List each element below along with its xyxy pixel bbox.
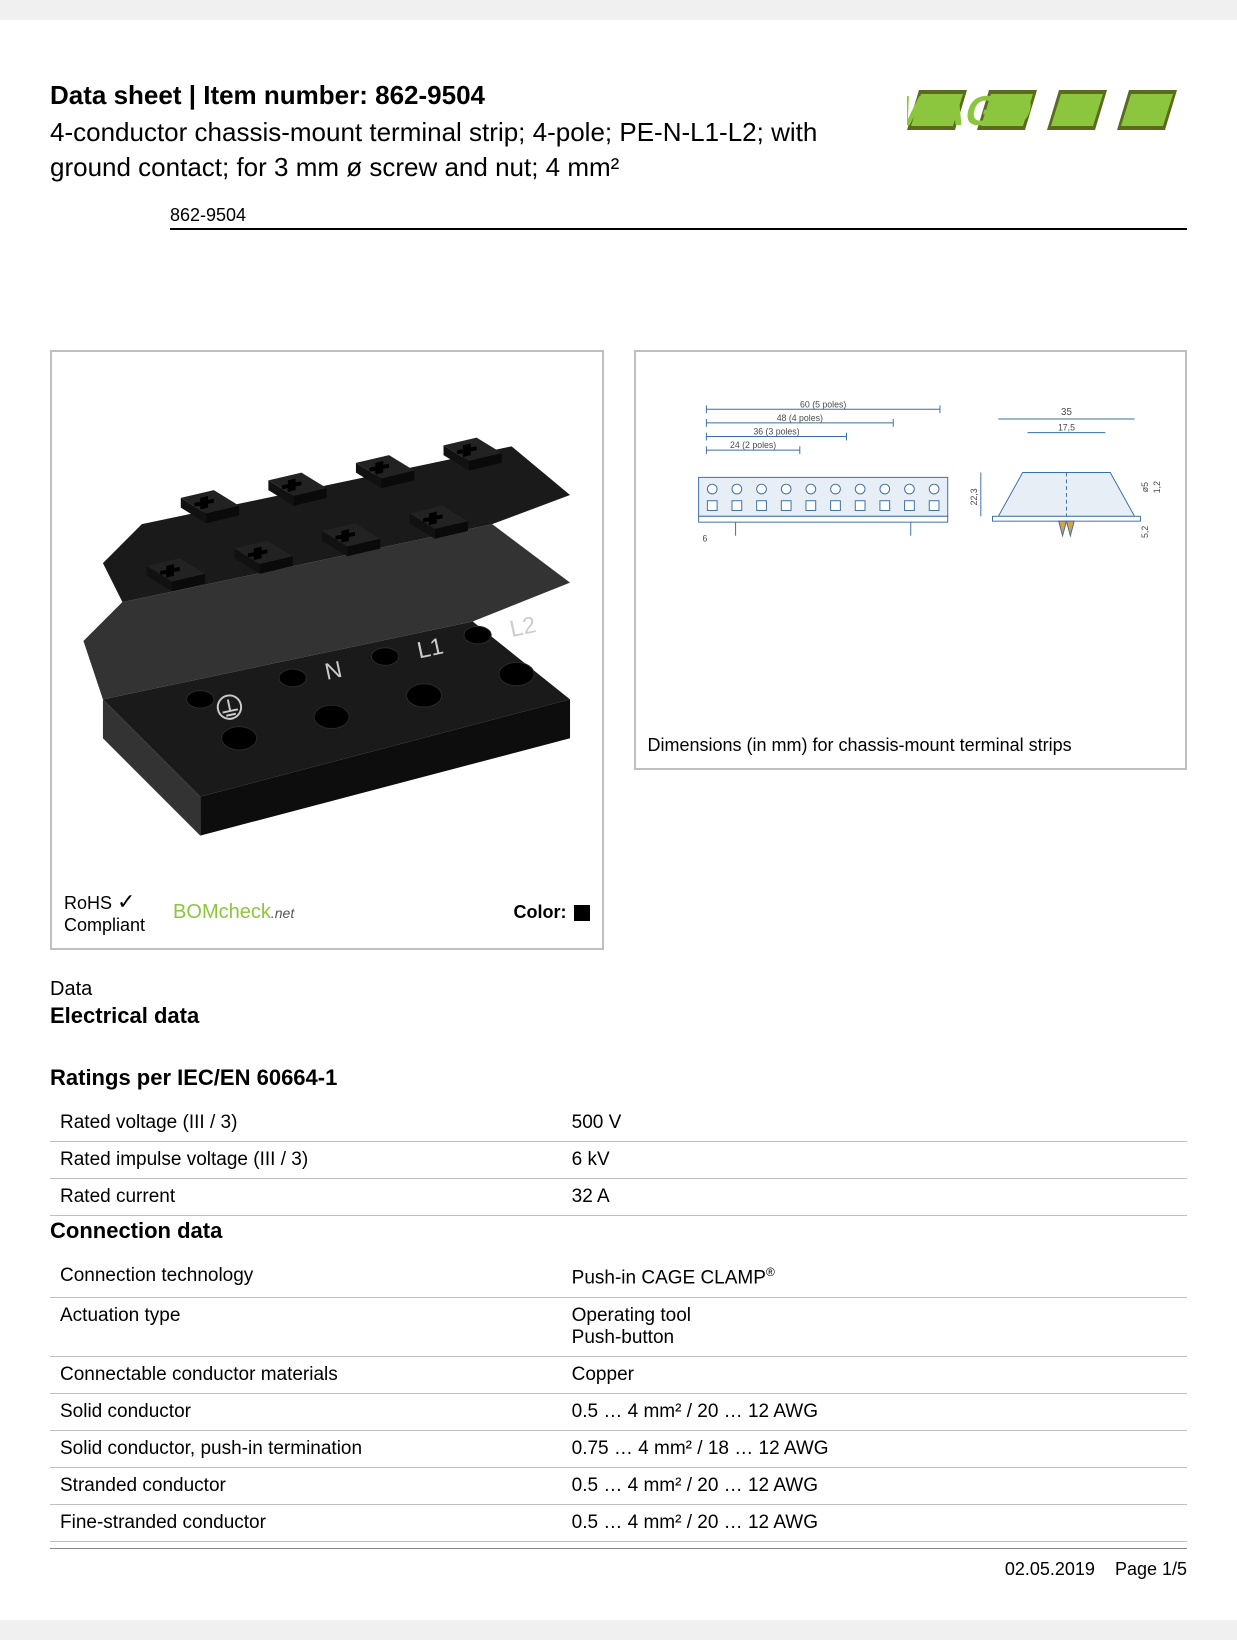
table-row: Connectable conductor materials Copper (50, 1356, 1187, 1393)
table-row: Actuation type Operating toolPush-button (50, 1297, 1187, 1356)
rohs-compliant-text: Compliant (64, 915, 145, 936)
bomcheck-logo: BOMcheck.net (173, 901, 294, 924)
wago-logo: WAGO (907, 80, 1187, 140)
section-title: Connection data (50, 1218, 1187, 1244)
svg-text:36 (3 poles): 36 (3 poles) (753, 427, 799, 437)
bomcheck-text: BOMcheck (173, 901, 271, 923)
row-label: Fine-stranded conductor (50, 1504, 562, 1541)
page-footer: 02.05.2019 Page 1/5 (50, 1548, 1187, 1580)
part-number-pill: 862-9504 (170, 205, 1187, 230)
table-row: Rated current 32 A (50, 1179, 1187, 1216)
data-label: Data (50, 978, 1187, 1001)
table-row: Connection technology Push-in CAGE CLAMP… (50, 1258, 1187, 1297)
row-value: 500 V (562, 1105, 1187, 1142)
rohs-compliant-badge: RoHS ✓ Compliant BOMcheck.net (64, 889, 294, 936)
svg-text:5,2: 5,2 (1140, 526, 1150, 538)
svg-text:6: 6 (702, 534, 707, 544)
svg-text:L1: L1 (415, 633, 446, 664)
row-label: Solid conductor (50, 1393, 562, 1430)
row-label: Rated current (50, 1179, 562, 1216)
row-label: Stranded conductor (50, 1467, 562, 1504)
bomcheck-suffix: .net (271, 905, 294, 921)
table-row: Stranded conductor 0.5 … 4 mm² / 20 … 12… (50, 1467, 1187, 1504)
row-label: Actuation type (50, 1297, 562, 1356)
svg-text:24 (2 poles): 24 (2 poles) (729, 440, 775, 450)
dimension-caption: Dimensions (in mm) for chassis-mount ter… (648, 735, 1174, 756)
row-label: Rated voltage (III / 3) (50, 1105, 562, 1142)
row-value: 0.75 … 4 mm² / 18 … 12 AWG (562, 1430, 1187, 1467)
row-label: Solid conductor, push-in termination (50, 1430, 562, 1467)
svg-text:60 (5 poles): 60 (5 poles) (800, 400, 846, 410)
header: Data sheet | Item number: 862-9504 4-con… (50, 80, 1187, 185)
svg-text:17,5: 17,5 (1057, 423, 1074, 433)
svg-text:ø5: ø5 (1140, 482, 1150, 492)
dimension-drawing: 60 (5 poles) 48 (4 poles) 36 (3 poles) 24 (… (648, 364, 1174, 727)
table-row: Rated impulse voltage (III / 3) 6 kV (50, 1142, 1187, 1179)
table-row: Fine-stranded conductor 0.5 … 4 mm² / 20… (50, 1504, 1187, 1541)
product-figure: NL1L2 RoHS ✓ Compliant BOMcheck.net Colo… (50, 350, 604, 950)
footer-date: 02.05.2019 (1005, 1559, 1095, 1579)
product-illustration: NL1L2 (64, 364, 590, 879)
row-label: Connection technology (50, 1258, 562, 1297)
section-title: Electrical data (50, 1003, 1187, 1029)
row-value: Copper (562, 1356, 1187, 1393)
svg-text:1,2: 1,2 (1151, 481, 1161, 493)
check-icon: ✓ (117, 889, 135, 914)
footer-page: Page 1/5 (1115, 1559, 1187, 1579)
data-table: Rated voltage (III / 3) 500 V Rated impu… (50, 1105, 1187, 1216)
svg-text:WAGO: WAGO (907, 88, 1038, 135)
row-value: 6 kV (562, 1142, 1187, 1179)
svg-text:L2: L2 (507, 611, 538, 642)
rohs-text: RoHS (64, 893, 112, 913)
table-row: Rated voltage (III / 3) 500 V (50, 1105, 1187, 1142)
doc-description: 4-conductor chassis-mount terminal strip… (50, 115, 867, 185)
doc-title: Data sheet | Item number: 862-9504 (50, 80, 867, 111)
row-label: Connectable conductor materials (50, 1356, 562, 1393)
data-table: Connection technology Push-in CAGE CLAMP… (50, 1258, 1187, 1541)
row-value: 32 A (562, 1179, 1187, 1216)
row-label: Rated impulse voltage (III / 3) (50, 1142, 562, 1179)
svg-text:35: 35 (1061, 407, 1072, 418)
row-value: 0.5 … 4 mm² / 20 … 12 AWG (562, 1467, 1187, 1504)
color-indicator: Color: (513, 902, 589, 923)
svg-text:22,3: 22,3 (968, 488, 978, 505)
dimension-figure: 60 (5 poles) 48 (4 poles) 36 (3 poles) 24 (… (634, 350, 1188, 770)
table-row: Solid conductor 0.5 … 4 mm² / 20 … 12 AW… (50, 1393, 1187, 1430)
row-value: 0.5 … 4 mm² / 20 … 12 AWG (562, 1393, 1187, 1430)
row-value: Push-in CAGE CLAMP® (562, 1258, 1187, 1297)
row-value: Operating toolPush-button (562, 1297, 1187, 1356)
svg-text:48 (4 poles): 48 (4 poles) (776, 413, 822, 423)
color-label: Color: (513, 902, 566, 922)
subsection-title: Ratings per IEC/EN 60664-1 (50, 1065, 1187, 1091)
table-row: Solid conductor, push-in termination 0.7… (50, 1430, 1187, 1467)
row-value: 0.5 … 4 mm² / 20 … 12 AWG (562, 1504, 1187, 1541)
color-swatch (574, 905, 590, 921)
